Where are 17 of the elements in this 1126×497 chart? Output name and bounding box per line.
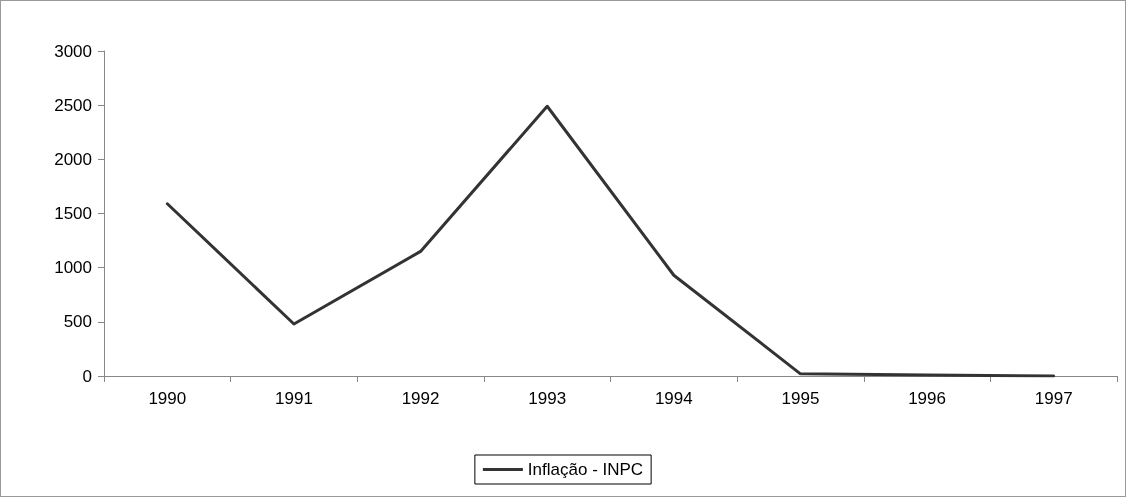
line-series <box>165 104 1056 378</box>
x-tick-label: 1995 <box>781 389 820 408</box>
x-tick-label: 1991 <box>275 389 313 408</box>
y-tick-label: 1000 <box>54 258 92 278</box>
legend-label: Inflação - INPC <box>527 460 644 479</box>
x-tick-label: 1996 <box>908 389 946 408</box>
y-tick-label: 500 <box>63 312 92 332</box>
y-tick-label: 0 <box>82 366 92 386</box>
y-tick-label: 1500 <box>54 204 92 223</box>
x-tick-label: 1993 <box>528 389 567 408</box>
x-tick-label: 1994 <box>654 389 693 408</box>
y-tick-label: 2500 <box>54 95 92 115</box>
x-tick-label: 1992 <box>401 389 440 408</box>
y-tick-label: 2000 <box>54 149 92 169</box>
x-tick-label: 1990 <box>148 389 187 408</box>
x-tick-label: 1997 <box>1034 389 1073 408</box>
y-tick-label: 3000 <box>54 41 92 61</box>
